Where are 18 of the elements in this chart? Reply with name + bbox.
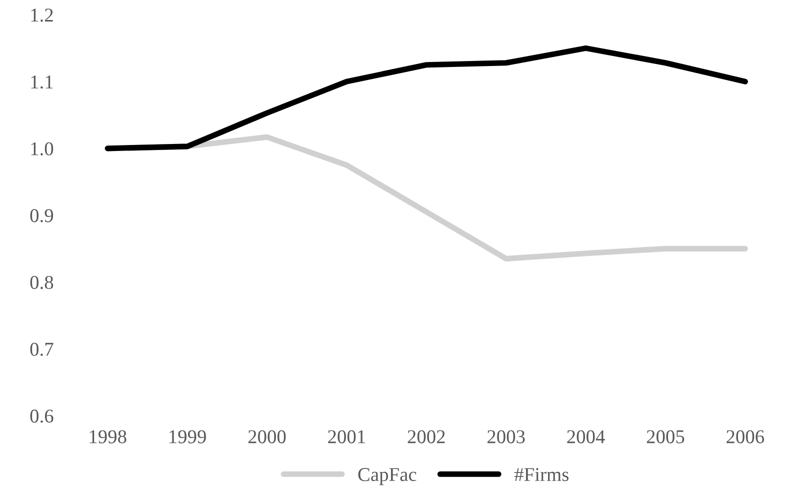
x-tick-label: 2004: [567, 430, 605, 444]
y-tick-label: 1.2: [31, 8, 53, 22]
y-tick-label: 0.9: [30, 209, 54, 222]
x-tick-label: 2006: [726, 430, 764, 444]
y-tick-label: 0.8: [30, 276, 54, 290]
legend-label: CapFac: [358, 468, 416, 486]
x-tick-label: 2005: [646, 430, 684, 444]
x-tick-label: 2002: [408, 430, 445, 444]
y-tick-label: 1.1: [31, 76, 53, 89]
x-tick-label: 2003: [488, 430, 525, 444]
y-tick-label: 0.6: [30, 410, 54, 423]
y-tick-label: 0.7: [30, 342, 54, 356]
x-tick-label: 2000: [248, 430, 286, 444]
x-tick-label: 1998: [90, 430, 126, 444]
y-tick-label: 1.0: [31, 142, 54, 156]
x-tick-label: 2001: [328, 430, 365, 444]
x-tick-label: 1999: [170, 430, 206, 444]
legend-label: #Firms: [514, 468, 568, 482]
